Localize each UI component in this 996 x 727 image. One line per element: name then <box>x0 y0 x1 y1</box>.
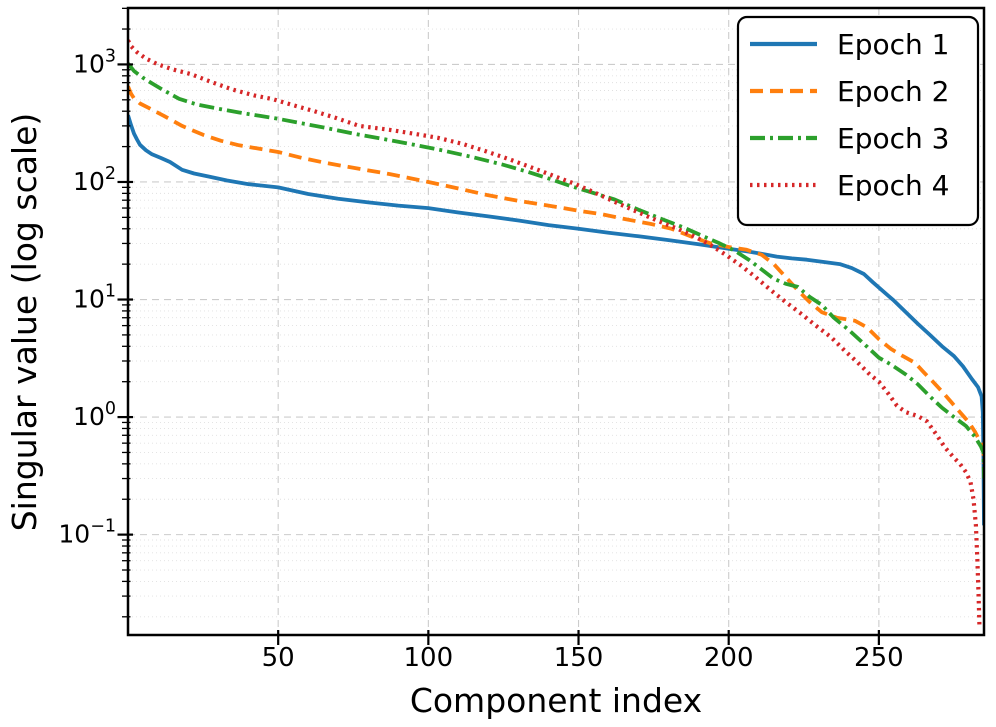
legend-label: Epoch 3 <box>837 122 949 155</box>
curves <box>128 39 984 629</box>
plot-border <box>126 6 986 637</box>
legend-label: Epoch 1 <box>837 28 949 61</box>
legend-box <box>736 15 980 227</box>
x-tick-label: 200 <box>704 643 754 673</box>
y-tick-labels: 103 102 101 100 10−1 <box>58 46 116 548</box>
epoch-3-line <box>128 62 984 479</box>
y-tick-label: 101 <box>73 282 116 314</box>
x-axis-label: Component index <box>410 681 702 720</box>
legend: Epoch 1 Epoch 2 Epoch 3 Epoch 4 <box>736 15 980 227</box>
x-tick-label: 250 <box>854 643 904 673</box>
y-tick-label: 102 <box>73 164 116 196</box>
y-tick-label: 10−1 <box>58 517 116 549</box>
x-tick-label: 50 <box>262 643 295 673</box>
legend-label: Epoch 2 <box>837 75 949 108</box>
x-tick-label: 100 <box>404 643 454 673</box>
y-axis-label: Singular value (log scale) <box>5 113 44 532</box>
x-tick-label: 150 <box>554 643 604 673</box>
x-tick-labels: 50 100 150 200 250 <box>262 643 904 673</box>
y-tick-label: 100 <box>73 399 116 431</box>
y-tick-label: 103 <box>73 46 116 78</box>
epoch-1-line <box>128 114 984 526</box>
axis-ticks <box>117 7 880 645</box>
legend-label: Epoch 4 <box>837 169 949 202</box>
epoch-4-line <box>128 39 982 629</box>
